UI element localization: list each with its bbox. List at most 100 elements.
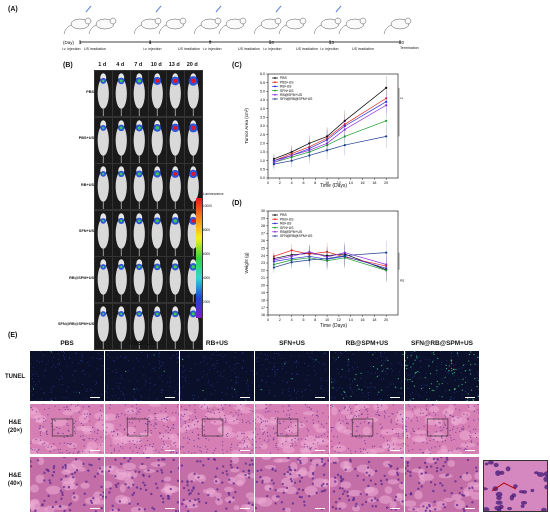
series-point bbox=[385, 251, 388, 254]
he-40x-image bbox=[30, 457, 104, 512]
timeline-event-label: US irradiation bbox=[238, 47, 260, 51]
ivis-group-label: SFN@RB@SPM+US bbox=[58, 322, 95, 326]
panel-c-label: (C) bbox=[232, 62, 242, 69]
row-label-tunel: TUNEL bbox=[5, 374, 25, 380]
ivis-mouse-image bbox=[94, 70, 113, 117]
timeline-event-label: i.v. injection bbox=[263, 47, 282, 51]
ivis-mouse-image bbox=[130, 209, 149, 257]
ivis-mouse-image bbox=[94, 163, 113, 210]
scale-bar bbox=[90, 397, 100, 398]
timeline-day-label: 1 bbox=[79, 40, 82, 45]
ivis-group-label: RB@SPM+US bbox=[69, 275, 94, 280]
timeline-day-label: 4 bbox=[149, 40, 152, 45]
series-line bbox=[273, 104, 387, 163]
y-tick-label: 24 bbox=[261, 254, 265, 258]
series-point bbox=[308, 154, 311, 157]
ivis-mouse-image bbox=[130, 163, 149, 210]
ivis-day-header: 10 d bbox=[150, 62, 162, 68]
he-20x-image bbox=[255, 404, 329, 454]
x-tick-label: 12 bbox=[337, 318, 341, 322]
series-point bbox=[343, 143, 346, 147]
x-tick-label: 10 bbox=[325, 181, 329, 185]
ivis-day-header: 13 d bbox=[168, 62, 180, 68]
scale-bar bbox=[90, 450, 100, 451]
series-point bbox=[272, 163, 276, 166]
ivis-mouse-image bbox=[112, 209, 131, 257]
panel-a-label: (A) bbox=[8, 6, 18, 13]
series-point bbox=[308, 258, 311, 262]
y-tick-label: 2.0 bbox=[260, 142, 265, 146]
row-label-he20-a: H&E bbox=[8, 420, 22, 426]
scale-bar bbox=[315, 397, 325, 398]
series-point bbox=[290, 159, 293, 162]
mouse-silhouette-icon bbox=[88, 17, 117, 35]
ivis-mouse-image bbox=[130, 70, 149, 117]
series-point bbox=[272, 266, 276, 269]
significance-marker: ** bbox=[400, 96, 404, 101]
mouse-silhouette-icon bbox=[383, 17, 412, 35]
series-point bbox=[343, 254, 346, 257]
he-40x-image bbox=[105, 457, 179, 512]
mouse-silhouette-icon bbox=[158, 17, 187, 35]
legend-entry: PBS bbox=[280, 76, 288, 80]
ivis-mouse-image bbox=[94, 256, 113, 303]
scale-bar bbox=[390, 450, 400, 451]
ivis-day-header: 7 d bbox=[134, 62, 143, 68]
legend-entry: PBS bbox=[280, 213, 288, 217]
mouse-silhouette-icon bbox=[193, 5, 222, 35]
chart-c-xlabel: Time (Days) bbox=[320, 183, 348, 189]
timeline-event-label: US irradiation bbox=[352, 47, 374, 51]
scale-bar bbox=[165, 508, 175, 509]
tunel-image bbox=[255, 351, 329, 401]
mouse-silhouette-icon bbox=[63, 5, 92, 35]
timeline-event-label: Termination bbox=[400, 46, 419, 50]
scale-bar bbox=[315, 508, 325, 509]
y-tick-label: 4.5 bbox=[260, 98, 265, 102]
series-line bbox=[273, 97, 387, 161]
x-tick-label: 8 bbox=[314, 181, 316, 185]
ivis-mouse-image bbox=[166, 256, 185, 303]
x-tick-label: 14 bbox=[349, 181, 353, 185]
scale-bar bbox=[165, 450, 175, 451]
series-point bbox=[385, 104, 388, 107]
ivis-mouse-image bbox=[184, 302, 203, 350]
legend-entry: PBS+US bbox=[280, 217, 294, 221]
panel-a-timeline bbox=[63, 5, 412, 44]
mouse-silhouette-icon bbox=[218, 17, 247, 35]
ivis-day-header: 1 d bbox=[98, 62, 107, 68]
x-tick-label: 0 bbox=[267, 318, 269, 322]
legend-entry: SFN+US bbox=[280, 226, 294, 230]
y-tick-label: 5.0 bbox=[260, 90, 265, 94]
he-40x-image bbox=[405, 457, 479, 512]
ivis-day-header: 20 d bbox=[186, 62, 198, 68]
y-tick-label: 6.0 bbox=[260, 72, 265, 76]
series-point bbox=[308, 250, 311, 253]
scale-bar bbox=[465, 508, 475, 509]
x-tick-label: 20 bbox=[384, 181, 388, 185]
y-tick-label: 18 bbox=[261, 298, 265, 302]
histology-group-header: RB@SPM+US bbox=[345, 340, 389, 347]
x-tick-label: 16 bbox=[361, 181, 365, 185]
y-tick-label: 26 bbox=[261, 239, 265, 243]
timeline-day-label: 20 bbox=[399, 40, 405, 45]
ivis-mouse-image bbox=[148, 256, 167, 303]
x-tick-label: 20 bbox=[384, 318, 388, 322]
series-point bbox=[325, 257, 329, 260]
he-40x-image bbox=[255, 457, 329, 512]
he-20x-image bbox=[180, 404, 254, 454]
histology-group-header: PBS bbox=[60, 340, 74, 347]
y-tick-label: 19 bbox=[261, 291, 265, 295]
y-tick-label: 25 bbox=[261, 246, 265, 250]
ivis-mouse-image bbox=[148, 163, 167, 210]
legend-entry: SFN@RB@SPM+US bbox=[280, 234, 313, 238]
scale-bar bbox=[315, 450, 325, 451]
mouse-silhouette-icon bbox=[253, 5, 282, 35]
legend-entry: RB+US bbox=[280, 85, 292, 89]
scale-bar bbox=[390, 508, 400, 509]
ivis-mouse-image bbox=[112, 116, 131, 164]
y-tick-label: 4.0 bbox=[260, 107, 265, 111]
ivis-group-label: SFN+US bbox=[78, 229, 94, 233]
ivis-mouse-image bbox=[112, 256, 131, 303]
y-tick-label: 3.0 bbox=[260, 124, 265, 128]
timeline-day-label: 7 bbox=[209, 40, 212, 45]
